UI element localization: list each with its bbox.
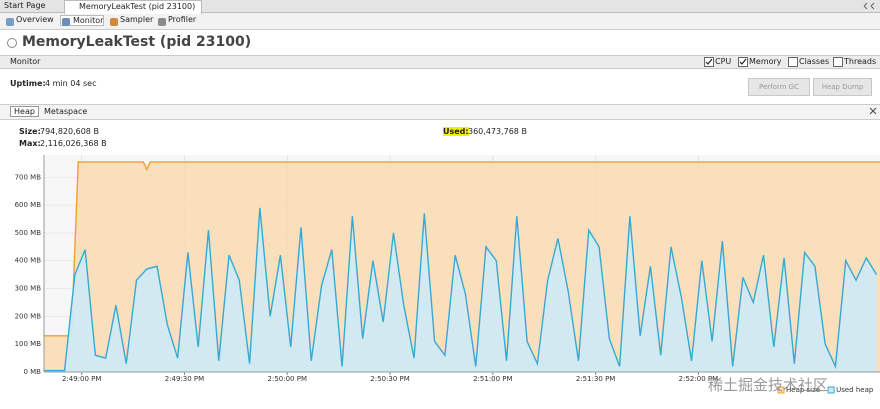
- button[interactable]: Perform GC: [748, 78, 810, 96]
- tab[interactable]: MemoryLeakTest (pid 23100): [64, 0, 203, 14]
- close-icon[interactable]: [869, 107, 877, 115]
- toolbar-icon: [110, 18, 118, 26]
- stat-label: Size:: [19, 127, 41, 136]
- stat-label: Used:: [443, 127, 469, 136]
- toolbar-button[interactable]: Overview: [16, 15, 54, 24]
- stat-value: 360,473,768 B: [468, 127, 527, 136]
- checkbox[interactable]: [738, 57, 748, 67]
- uptime-label: Uptime:: [10, 79, 46, 88]
- x-tick-label: 2:50:30 PM: [370, 375, 409, 383]
- x-tick-label: 2:49:00 PM: [62, 375, 101, 383]
- stat-value: 794,820,608 B: [40, 127, 99, 136]
- toolbar-button[interactable]: Profiler: [168, 15, 197, 24]
- legend-swatch: [827, 386, 835, 394]
- checkmark: [739, 58, 747, 65]
- y-tick-label: 700 MB: [15, 173, 42, 181]
- toolbar-icon: [6, 18, 14, 26]
- checkbox-label[interactable]: CPU: [715, 57, 732, 66]
- y-tick-label: 300 MB: [15, 285, 42, 293]
- checkbox[interactable]: [704, 57, 714, 67]
- series-line: [44, 207, 878, 372]
- legend-label: Heap size: [786, 386, 820, 394]
- watermark: 稀土掘金技术社区: [708, 376, 829, 394]
- x-tick-label: 2:49:30 PM: [165, 375, 204, 383]
- toolbar-button[interactable]: Monitor: [60, 15, 105, 26]
- toolbar-icon: [158, 18, 166, 26]
- legend-label: Used heap: [836, 386, 874, 394]
- checkbox-label[interactable]: Classes: [799, 57, 830, 66]
- status-icon: [7, 38, 17, 48]
- monitor-header: [0, 55, 880, 69]
- memory-tab-bar: [0, 104, 880, 120]
- y-tick-label: 0 MB: [23, 368, 41, 376]
- toolbar-icon: [62, 18, 70, 26]
- y-tick-label: 600 MB: [15, 201, 42, 209]
- x-tick-label: 2:51:00 PM: [473, 375, 512, 383]
- checkmark: [705, 58, 713, 65]
- memory-tab[interactable]: Metaspace: [44, 107, 88, 116]
- window-controls[interactable]: [862, 1, 876, 11]
- x-tick-label: 2:50:00 PM: [268, 375, 307, 383]
- section-label: Monitor: [10, 57, 41, 66]
- x-tick-label: 2:52:00 PM: [679, 375, 718, 383]
- checkbox-label[interactable]: Memory: [749, 57, 782, 66]
- memory-chart: 0 MB 100 MB 200 MB 300 MB 400 MB 500 MB 600 MB…: [15, 155, 880, 394]
- tab[interactable]: Start Page: [4, 1, 46, 10]
- y-tick-label: 500 MB: [15, 229, 42, 237]
- tab-bar: [0, 0, 880, 13]
- legend-swatch: [777, 386, 785, 394]
- stat-label: Max:: [19, 139, 41, 148]
- stat-value: 2,116,026,368 B: [40, 139, 107, 148]
- toolbar-button[interactable]: Sampler: [120, 15, 154, 24]
- y-tick-label: 400 MB: [15, 257, 42, 265]
- y-tick-label: 200 MB: [15, 312, 42, 320]
- checkbox[interactable]: [788, 57, 798, 67]
- x-tick-label: 2:51:30 PM: [576, 375, 615, 383]
- button[interactable]: Heap Dump: [813, 78, 872, 96]
- y-tick-label: 100 MB: [15, 340, 42, 348]
- checkbox[interactable]: [833, 57, 843, 67]
- checkbox-label[interactable]: Threads: [844, 57, 877, 66]
- app-title: MemoryLeakTest (pid 23100): [22, 34, 252, 50]
- memory-tab[interactable]: Heap: [10, 106, 39, 117]
- uptime-value: 4 min 04 sec: [45, 79, 97, 88]
- toolbar: [0, 13, 880, 30]
